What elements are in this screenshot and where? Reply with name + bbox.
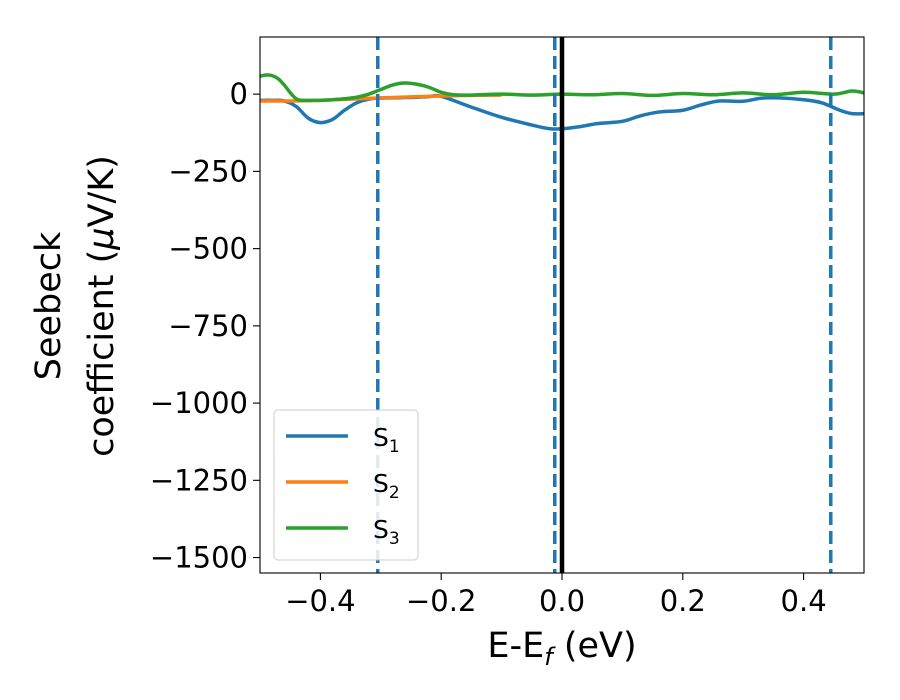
y-axis-label: Seebeck coefficient (μV/K) [29,155,122,457]
x-axis-label-unit: (eV) [553,626,637,666]
y-tick-label: 0 [230,77,248,111]
y-tick-label: −1250 [150,463,248,497]
y-axis-label-line1: Seebeck [29,231,69,380]
mu-symbol: μ [82,227,122,250]
legend-label-s2: S2 [373,469,400,503]
x-tick-label: −0.4 [285,584,355,618]
series-line-s3 [259,73,865,103]
y-tick-label: −500 [168,232,248,266]
y-tick-label: −1000 [150,386,248,420]
x-tick-label: 0.4 [781,584,827,618]
x-axis-label: E-Ef (eV) [487,626,636,671]
y-axis-label-unit: V/K) [82,155,122,227]
x-tick-label: 0.0 [539,584,585,618]
y-axis-label-line2: coefficient (μV/K) [82,155,122,457]
x-tick-label: −0.2 [406,584,476,618]
x-tick-label: 0.2 [660,584,706,618]
series-layer [259,73,865,131]
plot-frame [259,36,865,574]
y-tick-label: −750 [168,309,248,343]
series-line-s1 [259,93,865,131]
legend-box [273,409,419,561]
legend: S1 S2 S3 [273,409,419,561]
y-tick-label: −1500 [150,541,248,575]
legend-label-s1: S1 [373,423,400,457]
ticks-layer: −0.4 −0.2 0.0 0.2 0.4 0 −250 −500 −750 −1000 −1250… [150,77,827,618]
vertical-lines-layer [376,37,833,573]
legend-label-s3: S3 [373,515,400,549]
y-tick-label: −250 [168,154,248,188]
